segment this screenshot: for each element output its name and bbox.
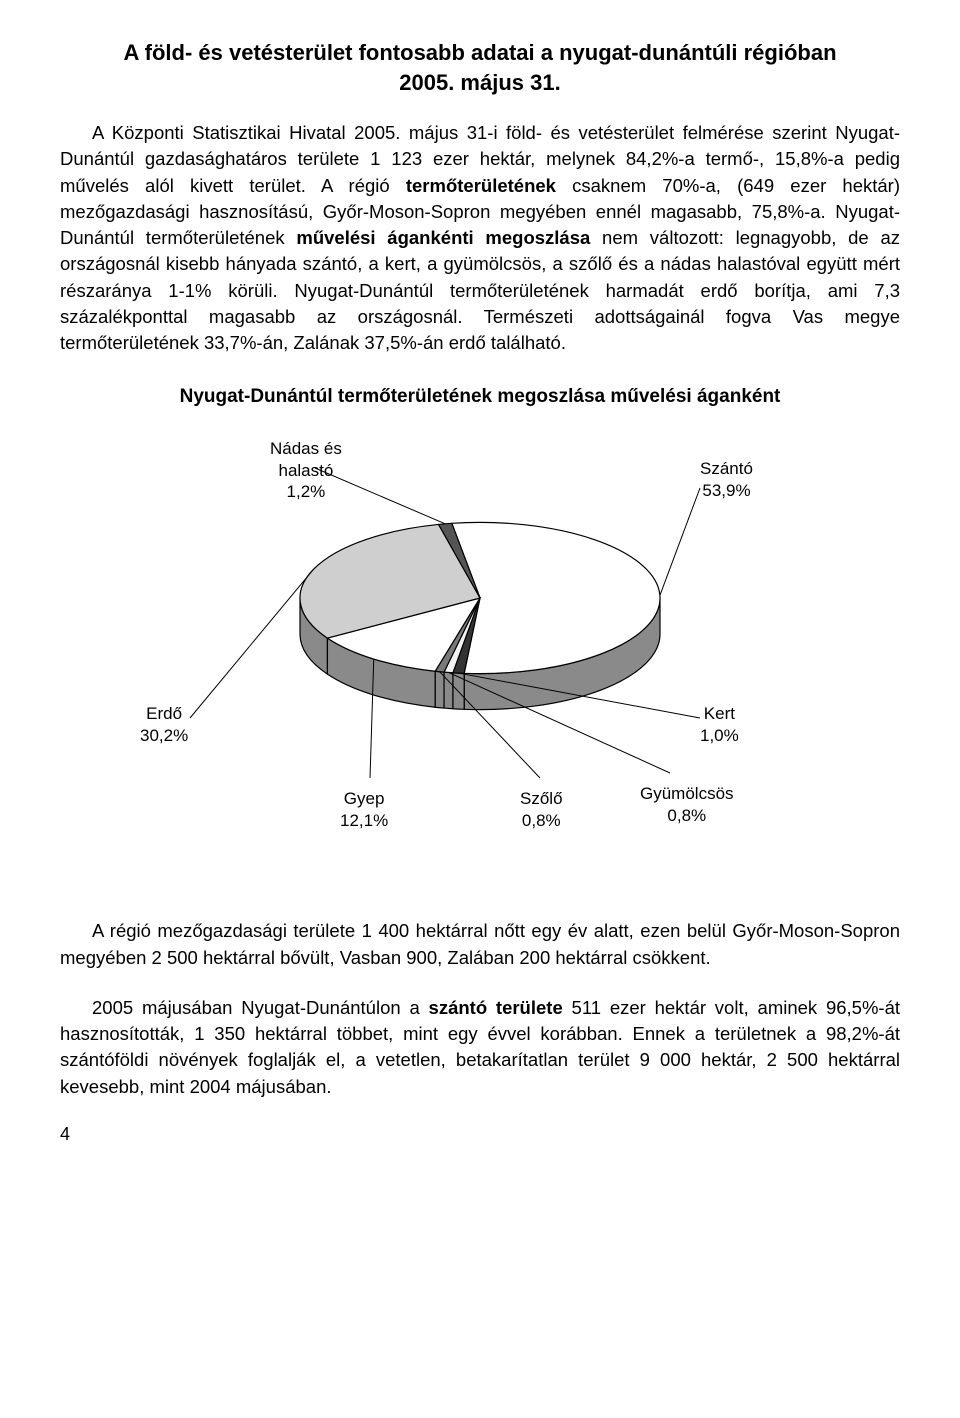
page-title-line1: A föld- és vetésterület fontosabb adatai…: [60, 40, 900, 66]
label-kert-t: Kert1,0%: [700, 704, 739, 744]
label-szanto: Szántó53,9%: [700, 458, 753, 501]
page-number: 4: [60, 1124, 900, 1145]
pie-chart: Nádas éshalastó1,2% Szántó53,9% Erdő30,2…: [60, 448, 900, 868]
paragraph-1: A Központi Statisztikai Hivatal 2005. má…: [60, 120, 900, 356]
label-gyep: Gyep12,1%: [340, 788, 388, 831]
p1d: művelési ágankénti megoszlása: [296, 227, 590, 248]
label-szolo-t: Szőlő0,8%: [520, 789, 563, 829]
p1b: termőterületének: [406, 175, 556, 196]
p3b: szántó területe: [429, 997, 563, 1018]
label-erdo-t: Erdő30,2%: [140, 704, 188, 744]
paragraph-2: A régió mezőgazdasági területe 1 400 hek…: [60, 918, 900, 971]
label-gyep-t: Gyep12,1%: [340, 789, 388, 829]
label-gyumolcs: Gyümölcsös0,8%: [640, 783, 734, 826]
label-szanto-t: Szántó53,9%: [700, 459, 753, 499]
chart-title: Nyugat-Dunántúl termőterületének megoszl…: [60, 386, 900, 408]
label-szolo: Szőlő0,8%: [520, 788, 563, 831]
label-erdo: Erdő30,2%: [140, 703, 188, 746]
label-nadas-t1: Nádas éshalastó1,2%: [270, 439, 342, 501]
label-kert: Kert1,0%: [700, 703, 739, 746]
paragraph-3: 2005 májusában Nyugat-Dunántúlon a szánt…: [60, 995, 900, 1100]
label-nadas: Nádas éshalastó1,2%: [270, 438, 342, 502]
p2a: A régió mezőgazdasági területe 1 400 hek…: [60, 920, 900, 967]
page-title-line2: 2005. május 31.: [60, 70, 900, 96]
label-gyumolcs-t: Gyümölcsös0,8%: [640, 784, 734, 824]
p3a: 2005 májusában Nyugat-Dunántúlon a: [92, 997, 429, 1018]
